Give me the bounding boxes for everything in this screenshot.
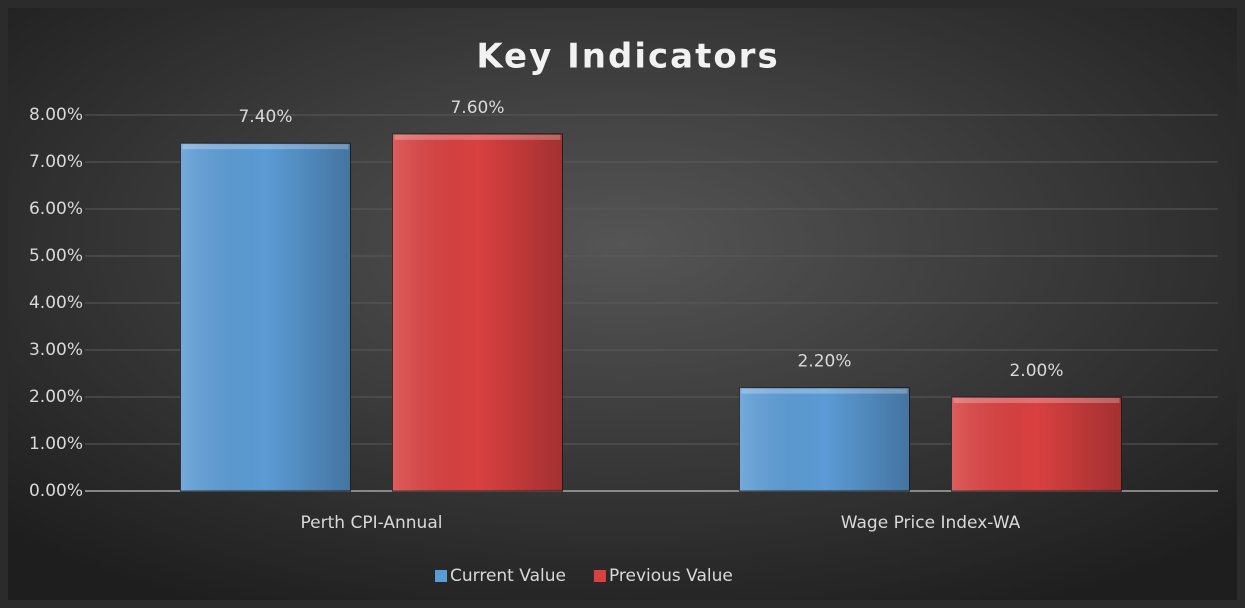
legend-label: Previous Value <box>609 566 733 586</box>
y-tick-label: 4.00% <box>29 293 83 313</box>
y-tick-label: 2.00% <box>29 387 83 407</box>
y-tick-label: 3.00% <box>29 340 83 360</box>
bar-shade <box>392 133 563 492</box>
y-tick-label: 6.00% <box>29 199 83 219</box>
bar-cap <box>741 388 908 394</box>
y-tick-label: 0.00% <box>29 481 83 501</box>
chart-title: Key Indicators <box>476 37 779 77</box>
y-tick-label: 8.00% <box>29 105 83 125</box>
value-label: 7.60% <box>450 98 504 118</box>
bar-cap <box>182 144 349 150</box>
legend-swatch <box>435 570 447 582</box>
bar-shade <box>180 143 351 491</box>
value-label: 2.20% <box>797 352 851 372</box>
y-tick-label: 7.00% <box>29 152 83 172</box>
legend-label: Current Value <box>450 566 566 586</box>
bar-cap <box>394 134 561 140</box>
legend-swatch <box>593 570 606 582</box>
y-tick-label: 1.00% <box>29 434 83 454</box>
value-label: 7.40% <box>238 107 292 127</box>
bar-shade <box>951 397 1122 491</box>
value-label: 2.00% <box>1009 361 1063 381</box>
y-tick-label: 5.00% <box>29 246 83 266</box>
bar-shade <box>739 387 910 491</box>
x-tick-label: Perth CPI-Annual <box>301 513 443 533</box>
x-tick-label: Wage Price Index-WA <box>841 513 1021 533</box>
bar-cap <box>953 398 1120 403</box>
